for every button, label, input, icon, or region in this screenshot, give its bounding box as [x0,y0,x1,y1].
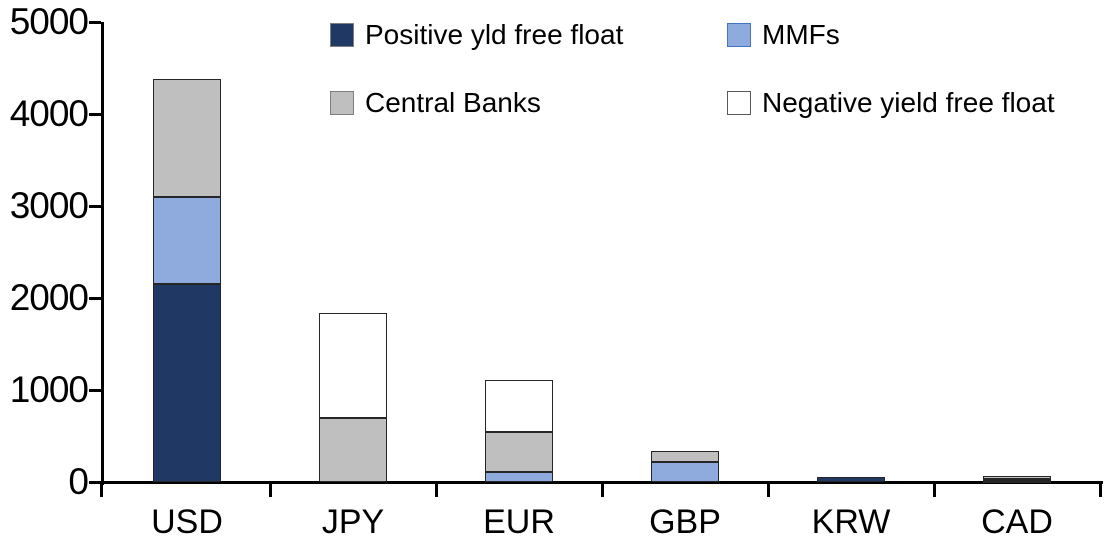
x-axis-tick [600,484,604,497]
legend-swatch-icon [727,91,751,115]
x-axis-line [101,481,1103,484]
legend-item-2: Central Banks [330,86,541,120]
y-axis-tick [89,204,101,208]
x-axis-tick [1098,484,1102,497]
y-axis-tick [89,480,101,484]
x-axis-category-label: USD [151,503,223,541]
y-axis-tick [89,296,101,300]
bar-segment-jpy-3 [319,312,387,418]
y-axis-tick-label: 4000 [9,93,89,134]
y-axis-tick-label: 2000 [9,277,89,318]
y-axis-tick [89,20,101,24]
bar-segment-jpy-2 [319,417,387,482]
bar-segment-cad-0 [983,481,1051,484]
y-axis-tick-label: 3000 [9,185,89,226]
x-axis-category-label: KRW [811,503,891,541]
x-axis-category-label: GBP [649,503,721,541]
y-axis-tick-label: 5000 [9,1,89,42]
legend-label: Negative yield free float [762,87,1055,118]
legend-swatch-icon [330,91,354,115]
x-axis-category-label: JPY [321,503,385,541]
bar-segment-cad-1 [983,479,1051,482]
bar-segment-eur-2 [485,432,553,472]
legend-item-1: MMFs [727,18,840,52]
legend-item-3: Negative yield free float [727,86,1055,120]
x-axis-tick [99,484,103,497]
legend-swatch-icon [330,23,354,47]
bar-segment-eur-1 [485,471,553,482]
bar-segment-cad-2 [983,475,1051,480]
x-axis-category-label: EUR [483,503,555,541]
bar-segment-gbp-1 [651,462,719,482]
legend-swatch-icon [727,23,751,47]
y-axis-tick [89,388,101,392]
bar-segment-usd-2 [153,79,221,197]
y-axis-tick [89,112,101,116]
legend-item-0: Positive yld free float [330,18,623,52]
bar-segment-eur-3 [485,379,553,433]
bar-segment-usd-0 [153,284,221,482]
legend-label: MMFs [762,19,840,50]
y-axis-line [101,22,104,485]
bar-segment-gbp-2 [651,450,719,463]
x-axis-category-label: CAD [981,503,1053,541]
x-axis-tick [268,484,272,497]
bar-segment-krw-0 [817,476,885,482]
legend-label: Positive yld free float [365,19,624,50]
x-axis-tick [766,484,770,497]
y-axis-tick-label: 0 [68,461,89,502]
y-axis-tick-label: 1000 [9,369,89,410]
x-axis-tick [932,484,936,497]
x-axis-tick [434,484,438,497]
legend-label: Central Banks [365,87,541,118]
bar-segment-usd-1 [153,196,221,285]
